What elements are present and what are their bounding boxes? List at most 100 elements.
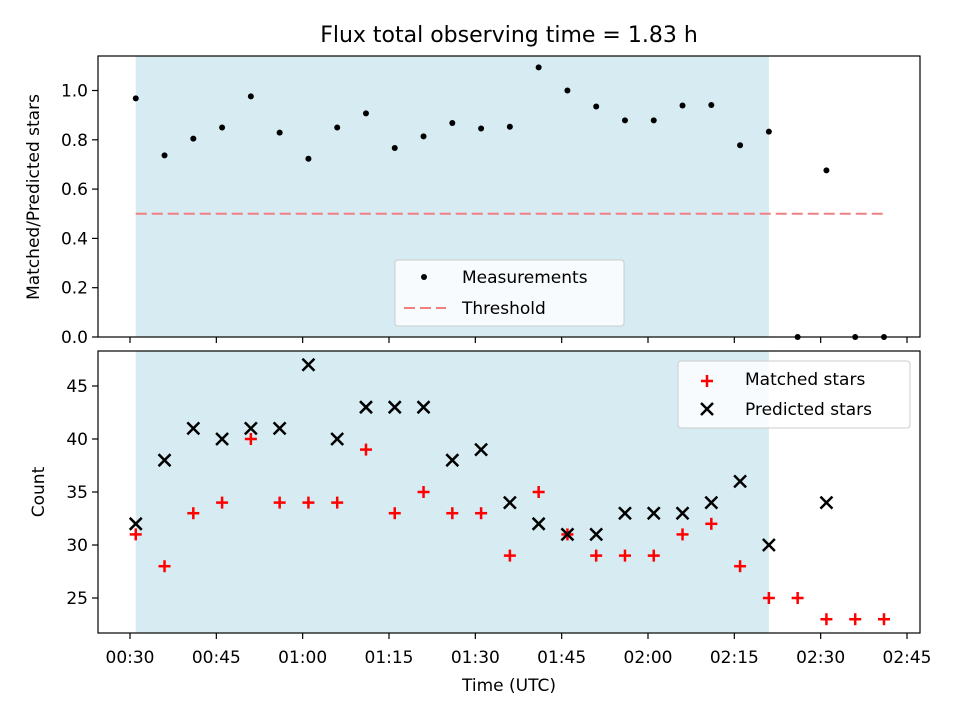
predicted-star-point [243, 421, 258, 436]
matched-star-point [877, 613, 890, 626]
measurement-point [276, 129, 283, 136]
x-tick-label: 01:15 [365, 648, 414, 668]
legend-measurements-label: Measurements [462, 268, 588, 288]
predicted-star-point [474, 442, 488, 457]
matched-star-point [820, 613, 833, 626]
top-x-axis-ticks [129, 337, 908, 343]
x-axis-label: Time (UTC) [461, 676, 556, 696]
top-y-tick-label: 0.8 [61, 131, 88, 151]
legend-matched-label: Matched stars [745, 370, 865, 390]
matched-star-point [388, 507, 401, 520]
predicted-star-point [445, 453, 460, 468]
measurement-point [823, 167, 830, 174]
predicted-star-point [301, 357, 316, 372]
matched-star-point [158, 560, 171, 573]
measurement-point [535, 64, 542, 71]
top-y-axis-label: Matched/Predicted stars [24, 94, 44, 300]
top-y-tick-label: 0.2 [61, 279, 88, 299]
matched-star-point [187, 507, 200, 520]
bottom-y-axis-ticks: 25 30 35 40 45 [66, 377, 98, 609]
matched-star-point [244, 432, 257, 445]
predicted-star-point [387, 400, 402, 415]
matched-star-point [446, 507, 459, 520]
legend-matched-marker [701, 375, 713, 387]
measurement-point [708, 102, 715, 109]
predicted-star-point [761, 538, 776, 552]
bottom-panel: 25 30 35 40 45 00:30 00:45 01:00 01:15 01:30 01:4… [29, 350, 932, 696]
x-tick-label: 01:45 [537, 648, 586, 668]
legend-predicted-label: Predicted stars [745, 400, 872, 420]
matched-star-point [734, 560, 747, 573]
predicted-star-point [128, 516, 143, 531]
matched-star-point [705, 517, 718, 530]
bottom-y-tick-label: 45 [66, 377, 88, 397]
predicted-star-point [560, 527, 575, 542]
x-tick-label: 00:45 [192, 648, 241, 668]
predicted-star-point [704, 495, 719, 510]
matched-star-point [647, 549, 660, 562]
matched-star-point [590, 549, 603, 562]
top-y-tick-label: 0.6 [61, 180, 88, 200]
measurement-point [593, 103, 600, 110]
matched-star-point [129, 528, 142, 541]
predicted-star-point [531, 516, 546, 531]
matched-star-point [359, 443, 372, 456]
matched-star-point [475, 507, 488, 520]
chart-title: Flux total observing time = 1.83 h [320, 23, 698, 48]
top-legend: Measurements Threshold [394, 259, 625, 327]
predicted-star-point [359, 400, 373, 415]
x-tick-label: 01:00 [278, 648, 327, 668]
measurement-point [478, 125, 485, 132]
matched-star-point [762, 592, 775, 605]
measurement-point [391, 144, 398, 151]
measurement-point [765, 128, 772, 135]
predicted-star-point [186, 421, 201, 436]
x-tick-label: 02:45 [883, 648, 932, 668]
predicted-star-point [272, 421, 287, 436]
measurement-point [161, 152, 168, 159]
top-panel: 0.0 0.2 0.4 0.6 0.8 1.0 Matched/Predicted sta… [24, 55, 921, 348]
bottom-x-axis-ticks: 00:30 00:45 01:00 01:15 01:30 01:45 02:00 02:15… [106, 633, 932, 668]
bottom-y-tick-label: 40 [66, 430, 88, 450]
predicted-star-points [128, 357, 834, 552]
legend-threshold-label: Threshold [461, 299, 546, 319]
bottom-y-tick-label: 25 [66, 589, 88, 609]
legend-predicted-marker [700, 402, 714, 416]
matched-star-point [417, 486, 430, 498]
measurement-point [362, 110, 369, 117]
matched-star-point [849, 613, 862, 626]
top-y-tick-label: 0.4 [61, 229, 88, 249]
x-tick-label: 02:30 [796, 648, 845, 668]
predicted-star-point [646, 506, 661, 521]
bottom-y-axis-label: Count [29, 466, 49, 517]
bottom-plot-frame [97, 350, 921, 634]
matched-star-point [532, 486, 545, 498]
top-y-axis-ticks: 0.0 0.2 0.4 0.6 0.8 1.0 [61, 82, 98, 348]
predicted-star-point [675, 506, 690, 521]
measurement-point [737, 142, 744, 149]
predicted-star-point [589, 527, 604, 542]
matched-star-point [676, 528, 689, 541]
measurement-point [650, 117, 657, 124]
matched-star-point [791, 592, 804, 605]
predicted-star-point [157, 453, 172, 468]
measurement-point [305, 155, 312, 162]
top-legend-box [394, 259, 625, 327]
bottom-legend: Matched stars Predicted stars [677, 360, 911, 429]
measurement-point [334, 124, 341, 131]
x-tick-label: 01:30 [451, 648, 500, 668]
matched-star-point [216, 496, 229, 509]
matched-star-point [302, 496, 315, 509]
measurement-point [506, 123, 513, 130]
measurement-point [219, 124, 226, 131]
measurement-point [564, 87, 571, 94]
top-plot-frame [97, 55, 921, 338]
x-tick-label: 02:15 [710, 648, 759, 668]
bottom-y-tick-label: 30 [66, 536, 88, 556]
matched-star-point [331, 496, 344, 509]
x-tick-label: 00:30 [106, 648, 155, 668]
top-y-tick-label: 1.0 [61, 82, 88, 102]
x-tick-label: 02:00 [624, 648, 673, 668]
measurement-points [132, 64, 887, 340]
